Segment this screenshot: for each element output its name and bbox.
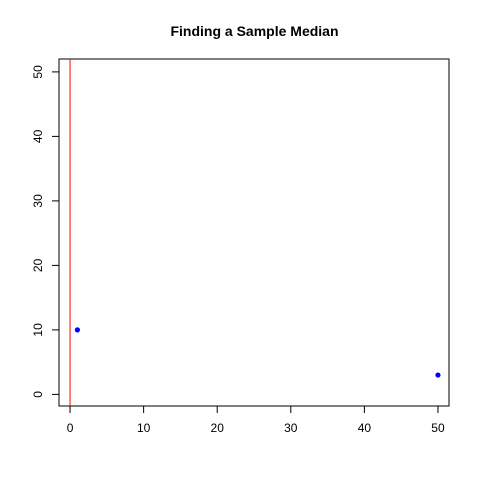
data-point <box>435 372 441 378</box>
x-tick-label: 30 <box>284 421 298 435</box>
x-tick-label: 0 <box>67 421 74 435</box>
x-tick-label: 40 <box>358 421 372 435</box>
x-tick-label: 50 <box>431 421 445 435</box>
y-tick-label: 30 <box>31 194 45 208</box>
data-point <box>74 327 80 333</box>
data-points <box>74 327 441 378</box>
y-axis: 0 10 20 30 40 50 <box>31 65 60 398</box>
plot-area <box>58 58 450 407</box>
y-tick-label: 40 <box>31 129 45 143</box>
y-tick-label: 20 <box>31 258 45 272</box>
x-tick-label: 10 <box>137 421 151 435</box>
x-tick-label: 20 <box>211 421 225 435</box>
x-axis: 0 10 20 30 40 50 <box>67 405 445 435</box>
chart-title: Finding a Sample Median <box>170 23 338 39</box>
y-tick-label: 50 <box>31 65 45 79</box>
y-tick-label: 0 <box>31 391 45 398</box>
y-tick-label: 10 <box>31 323 45 337</box>
